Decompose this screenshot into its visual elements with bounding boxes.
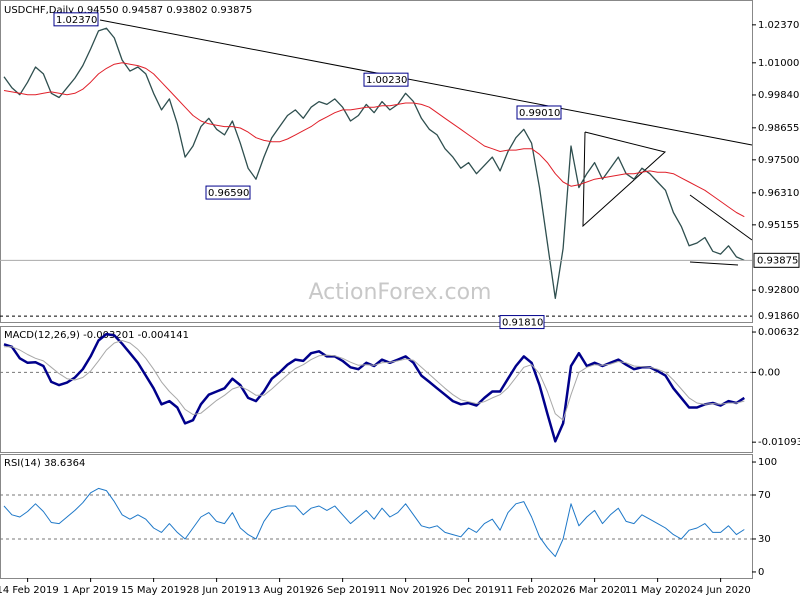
y-tick-label: 30: [758, 534, 771, 545]
y-tick-label: 1.02370: [758, 20, 799, 31]
y-tick-label: 0.00: [758, 367, 780, 378]
x-tick-label: 1 Apr 2019: [63, 585, 118, 596]
series-line: [4, 340, 745, 421]
y-tick-label: 0.98655: [758, 123, 799, 134]
chart-title: USDCHF,Daily 0.94550 0.94587 0.93802 0.9…: [4, 5, 252, 16]
x-tick-label: 26 Dec 2019: [437, 585, 501, 596]
y-tick-label: 0: [758, 567, 764, 578]
macd-panel: [0, 326, 753, 453]
x-tick-label: 11 Feb 2020: [501, 585, 563, 596]
y-tick-label: 0.99840: [758, 90, 799, 101]
price-panel: [0, 0, 753, 323]
x-tick-label: 26 Mar 2020: [563, 585, 626, 596]
y-tick-label: 1.01000: [758, 58, 799, 69]
y-tick-label: 0.92800: [758, 285, 799, 296]
y-tick-label: 0.95155: [758, 220, 799, 231]
series-line: [3, 27, 745, 300]
y-tick-label: 100: [758, 457, 777, 468]
series-line: [3, 62, 745, 218]
last-price-box: [753, 252, 800, 268]
wedge-line: [689, 194, 753, 241]
annotation-label: 0.91810: [502, 318, 543, 329]
macd-title: MACD(12,26,9) -0.003201 -0.004141: [4, 330, 189, 341]
annotation-box: [363, 72, 409, 87]
series-line: [3, 332, 745, 443]
annotation-box: [516, 105, 562, 120]
annotation-label: 1.02370: [56, 15, 97, 26]
x-tick-label: 13 Aug 2019: [248, 585, 312, 596]
y-tick-label: 70: [758, 490, 771, 501]
x-tick-label: 26 Sep 2019: [311, 585, 374, 596]
series-line: [3, 487, 745, 558]
x-tick-label: 15 May 2019: [121, 585, 186, 596]
x-tick-label: 28 Jun 2019: [187, 585, 247, 596]
annotation-label: 1.00230: [366, 75, 407, 86]
trendline: [99, 19, 753, 146]
rsi-panel: [0, 454, 753, 579]
y-tick-label: 0.97500: [758, 155, 799, 166]
wedge-line: [689, 261, 739, 266]
annotation-box: [499, 315, 545, 330]
y-tick-label: -0.010939: [758, 437, 800, 448]
x-tick-label: 14 Feb 2019: [0, 585, 59, 596]
last-price-label: 0.93875: [757, 255, 798, 266]
x-tick-label: 11 May 2020: [625, 585, 690, 596]
annotation-label: 0.99010: [519, 108, 560, 119]
support-label: 0.91860: [758, 311, 799, 322]
watermark: ActionForex.com: [309, 280, 492, 305]
rsi-title: RSI(14) 38.6364: [4, 458, 85, 469]
y-tick-label: 0.006321: [758, 327, 800, 338]
annotation-box: [53, 12, 99, 27]
annotation-label: 0.96590: [208, 188, 249, 199]
x-tick-label: 24 Jun 2020: [691, 585, 751, 596]
x-tick-label: 11 Nov 2019: [374, 585, 438, 596]
annotation-box: [205, 185, 251, 200]
y-tick-label: 0.96310: [758, 188, 799, 199]
